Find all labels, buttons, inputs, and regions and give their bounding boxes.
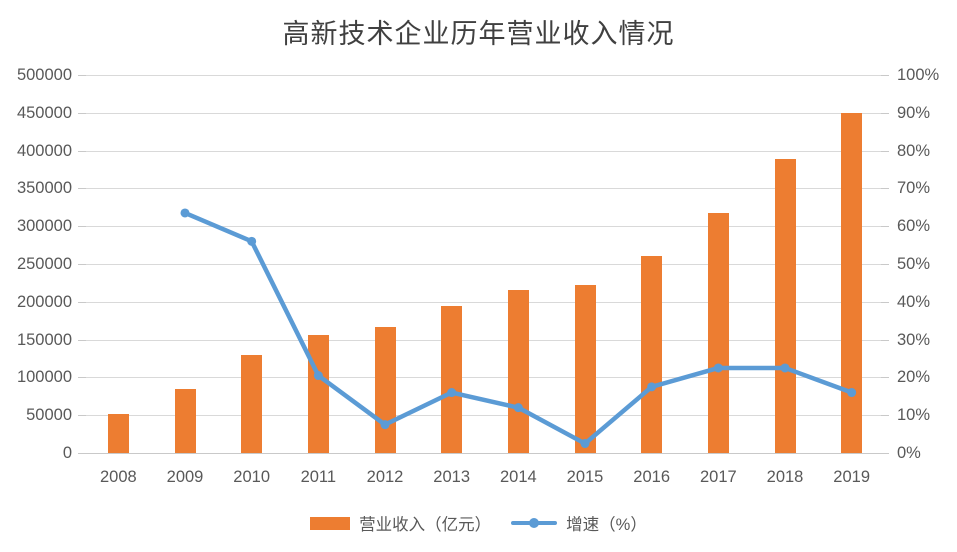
y-axis-left-tick-label: 150000: [16, 330, 72, 349]
y-axis-right-tick-label: 60%: [897, 217, 931, 236]
growth-point-marker: [247, 236, 257, 246]
y-axis-right-tick: [881, 415, 889, 417]
gridline: [85, 112, 885, 114]
y-axis-left-tick-label: 300000: [16, 217, 72, 236]
y-axis-right-tick: [881, 301, 889, 303]
gridline: [85, 264, 885, 265]
y-axis-left-tick: [78, 301, 86, 303]
x-axis-category-label: 2014: [499, 468, 537, 486]
x-axis-line: [78, 453, 889, 454]
x-axis-category-label: 2012: [366, 468, 404, 486]
x-axis-category-label: 2019: [833, 468, 871, 486]
y-axis-right-tick-label: 30%: [897, 330, 931, 349]
x-axis-category-label: 2015: [566, 468, 604, 486]
y-axis-right-tick: [881, 188, 889, 190]
y-axis-right-tick: [881, 264, 889, 265]
gridline: [85, 415, 885, 417]
x-axis-category-label: 2011: [300, 468, 337, 486]
y-axis-right-tick: [881, 226, 889, 228]
legend-swatch-revenue-bar: [310, 516, 351, 530]
y-axis-left-tick-label: 500000: [16, 66, 72, 84]
x-axis-category-label: 2008: [99, 468, 137, 486]
y-axis-right-tick: [881, 150, 889, 152]
y-axis-left-tick: [78, 150, 86, 152]
gridline: [85, 75, 885, 76]
legend-item-growth: 增速（%）: [511, 511, 647, 535]
bar-2012: [374, 326, 396, 453]
bar-2019: [841, 112, 863, 453]
y-axis-right-tick-label: 0%: [897, 444, 921, 462]
y-axis-right-tick-label: 70%: [897, 179, 931, 198]
y-axis-left-tick-label: 0: [62, 444, 72, 462]
y-axis-right-tick-label: 80%: [897, 141, 931, 160]
y-axis-right-tick-label: 100%: [897, 66, 940, 84]
x-axis-category-label: 2010: [233, 468, 271, 486]
bar-2017: [707, 212, 729, 453]
x-axis-category-label: 2009: [166, 468, 204, 486]
y-axis-left-tick: [78, 75, 86, 76]
y-axis-right-tick-label: 90%: [897, 103, 931, 122]
legend-swatch-growth-line: [511, 518, 558, 528]
legend-label-revenue: 营业收入（亿元）: [359, 516, 492, 534]
bar-2014: [507, 289, 529, 453]
gridline: [85, 150, 885, 152]
legend-label-growth: 增速（%）: [566, 516, 647, 534]
chart-title: 高新技术企业历年营业收入情况: [282, 19, 675, 49]
legend-item-revenue: 营业收入（亿元）: [310, 511, 491, 535]
y-axis-left-tick: [78, 264, 86, 265]
y-axis-right-tick: [881, 75, 889, 76]
legend-marker-dot: [529, 518, 540, 528]
gridline: [85, 188, 885, 190]
y-axis-right-tick: [881, 112, 889, 114]
y-axis-left-tick-label: 400000: [16, 141, 72, 160]
y-axis-right-tick-label: 10%: [897, 406, 931, 425]
y-axis-left-tick-label: 450000: [16, 103, 72, 122]
y-axis-left-tick: [78, 188, 86, 190]
y-axis-left-tick-label: 100000: [16, 368, 72, 387]
x-axis-category-label: 2018: [766, 468, 804, 486]
x-axis-category-label: 2016: [633, 468, 671, 486]
bar-2013: [441, 306, 463, 453]
y-axis-left-tick-label: 200000: [16, 292, 72, 311]
bar-2010: [241, 354, 263, 453]
bar-2016: [641, 256, 663, 453]
y-axis-right-tick: [881, 377, 889, 379]
y-axis-right-tick-label: 20%: [897, 368, 931, 387]
bar-2009: [174, 388, 196, 453]
y-axis-left-tick-label: 350000: [16, 179, 72, 198]
y-axis-left-tick-label: 50000: [26, 406, 72, 425]
y-axis-left-tick-label: 250000: [16, 255, 72, 273]
y-axis-left-tick: [78, 377, 86, 379]
y-axis-right-tick-label: 40%: [897, 292, 931, 311]
gridline: [85, 339, 885, 341]
y-axis-right-tick-label: 50%: [897, 255, 931, 273]
x-axis-category-label: 2017: [699, 468, 737, 486]
growth-point-marker: [180, 208, 190, 218]
y-axis-left-tick: [78, 339, 86, 341]
gridline: [85, 301, 885, 303]
bar-2015: [574, 285, 596, 453]
y-axis-right-tick: [881, 339, 889, 341]
y-axis-left-tick: [78, 112, 86, 114]
gridline: [85, 377, 885, 379]
bar-2018: [774, 158, 796, 453]
bar-2011: [307, 335, 329, 453]
legend: 营业收入（亿元） 增速（%）: [0, 511, 957, 535]
bar-2008: [107, 413, 129, 453]
y-axis-left-tick: [78, 226, 86, 228]
gridline: [85, 226, 885, 228]
y-axis-left-tick: [78, 415, 86, 417]
x-axis-category-label: 2013: [433, 468, 471, 486]
